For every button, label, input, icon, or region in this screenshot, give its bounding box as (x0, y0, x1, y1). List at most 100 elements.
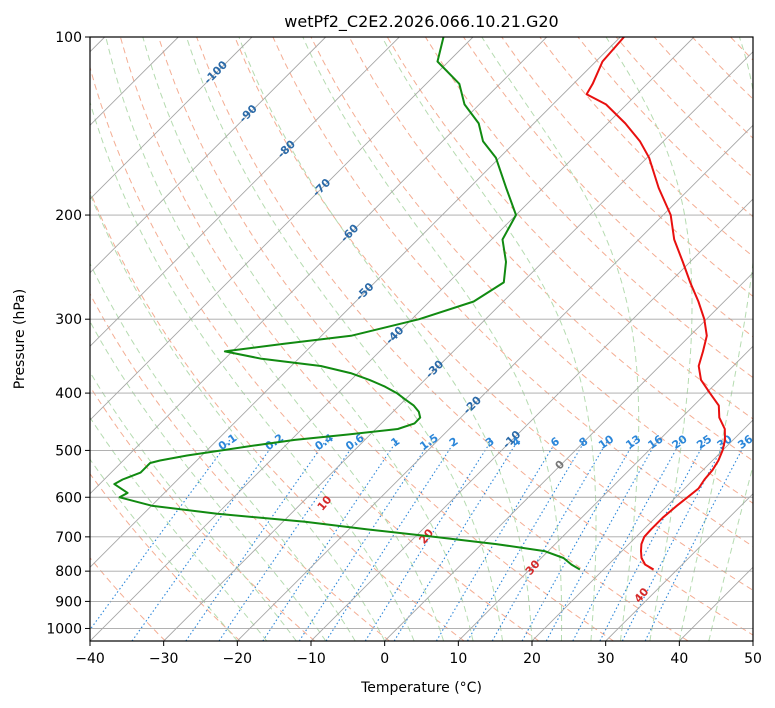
y-tick-label: 500 (55, 443, 82, 459)
isotherm-line (90, 37, 400, 347)
moist-adiabat-line (90, 320, 327, 641)
dry-adiabat-line (348, 37, 753, 462)
dry-adiabat-line (272, 37, 753, 547)
mixing-ratio-label: 36 (735, 432, 755, 452)
dry-adiabats (90, 37, 753, 641)
isotherm-line (752, 640, 753, 641)
moist-adiabat-line (381, 37, 597, 641)
moist-adiabat-line (186, 37, 503, 641)
x-tick-label: −30 (149, 651, 179, 667)
dry-adiabat-label: 10 (315, 493, 335, 513)
y-axis: 100 200 300 400 500 600 700 800 900 1000 (46, 30, 90, 637)
moist-adiabat-line (90, 371, 297, 641)
mixing-ratio-line (325, 439, 457, 641)
moist-adiabat-line (605, 37, 693, 641)
moist-adiabat-line (90, 192, 386, 641)
isotherm-label: -60 (338, 221, 361, 244)
dry-adiabat-line (577, 37, 753, 218)
mixing-ratio-line (491, 439, 609, 641)
y-tick-label: 900 (55, 594, 82, 610)
mixing-ratio-label: 25 (694, 432, 714, 451)
y-tick-label: 200 (55, 208, 82, 224)
isotherm-label: -30 (423, 357, 446, 380)
moist-adiabat-line (90, 416, 268, 641)
mixing-ratio-line (435, 439, 558, 641)
dry-adiabat-line (691, 37, 753, 100)
isotherm-label: -70 (310, 176, 333, 199)
x-tick-label: 20 (523, 651, 541, 667)
moist-adiabat-line (302, 37, 563, 641)
y-tick-label: 1000 (46, 621, 82, 637)
dry-adiabat-line (463, 37, 753, 338)
mixing-ratio-label: 1 (389, 435, 403, 450)
mixing-ratio-label: 6 (548, 434, 562, 449)
mixing-ratio-line (393, 439, 519, 641)
dry-adiabat-line (310, 37, 753, 504)
isotherm-grid (90, 37, 753, 641)
mixing-ratio-label: 13 (623, 432, 643, 451)
moist-adiabat-line (678, 37, 753, 641)
isotherm-label: 0 (553, 458, 568, 473)
mixing-ratio-line (621, 439, 727, 641)
y-tick-label: 700 (55, 530, 82, 546)
isotherm-line (310, 198, 753, 641)
y-tick-label: 400 (55, 386, 82, 402)
isotherm-line (678, 566, 753, 641)
chart-title: wetPf2_C2E2.2026.066.10.21.G20 (284, 12, 558, 32)
dry-adiabat-line (386, 37, 753, 420)
profiles (113, 37, 726, 571)
x-tick-label: −20 (223, 651, 253, 667)
mixing-ratio-line (364, 439, 493, 641)
x-tick-label: 50 (744, 651, 762, 667)
moist-adiabat-line (90, 262, 356, 641)
mixing-ratio-label: 2 (447, 435, 461, 450)
moist-adiabat-line (90, 458, 238, 641)
pressure-grid (90, 37, 753, 629)
mixing-ratio-label: 0.4 (313, 431, 337, 453)
isotherm-line (605, 493, 753, 641)
dry-adiabat-line (653, 37, 753, 139)
x-axis-title: Temperature (°C) (360, 680, 482, 696)
plot-frame (89, 36, 754, 642)
isotherm-line (236, 124, 753, 641)
moist-adiabat-line (105, 37, 445, 641)
dry-adiabat-line (90, 385, 316, 641)
mixing-ratio-line (218, 439, 358, 641)
dry-adiabat-line (90, 65, 540, 641)
y-tick-label: 800 (55, 564, 82, 580)
isotherm-line (531, 419, 753, 641)
x-tick-label: 10 (449, 651, 467, 667)
dry-adiabat-line (424, 37, 753, 379)
x-tick-label: 30 (597, 651, 615, 667)
mixing-ratio-line (644, 439, 748, 641)
mixing-ratio-line (467, 439, 586, 641)
mixing-ratio-line (262, 439, 399, 641)
mixing-ratio-line (90, 439, 231, 631)
mixing-ratio-line (521, 439, 636, 641)
dewpoint-line (113, 37, 581, 571)
isotherm-line (90, 37, 474, 421)
x-tick-label: −10 (296, 651, 326, 667)
isotherm-line (384, 272, 753, 641)
dry-adiabat-line (501, 37, 753, 298)
isotherm-line (163, 51, 753, 641)
x-axis: −40 −30 −20 −10 0 10 20 30 40 50 (75, 641, 762, 667)
dry-adiabat-label: 40 (632, 585, 652, 605)
mixing-ratio-line (572, 439, 682, 641)
isotherm-label: -50 (353, 280, 376, 303)
isotherm-line (90, 37, 548, 495)
y-axis-title: Pressure (hPa) (12, 289, 28, 389)
isotherm-label: -100 (201, 58, 230, 87)
mixing-ratio-label: 3 (483, 435, 497, 450)
moist-adiabat-line (142, 37, 474, 641)
temperature-line (585, 37, 726, 571)
dry-adiabat-line (158, 37, 689, 641)
isotherm-label: -90 (237, 102, 260, 125)
x-tick-label: −40 (75, 651, 105, 667)
isotherm-line (457, 345, 753, 641)
isotherm-line (90, 37, 327, 274)
mixing-ratio-lines (90, 439, 748, 641)
mixing-ratio-line (599, 439, 707, 641)
isotherm-label: -20 (461, 393, 484, 416)
